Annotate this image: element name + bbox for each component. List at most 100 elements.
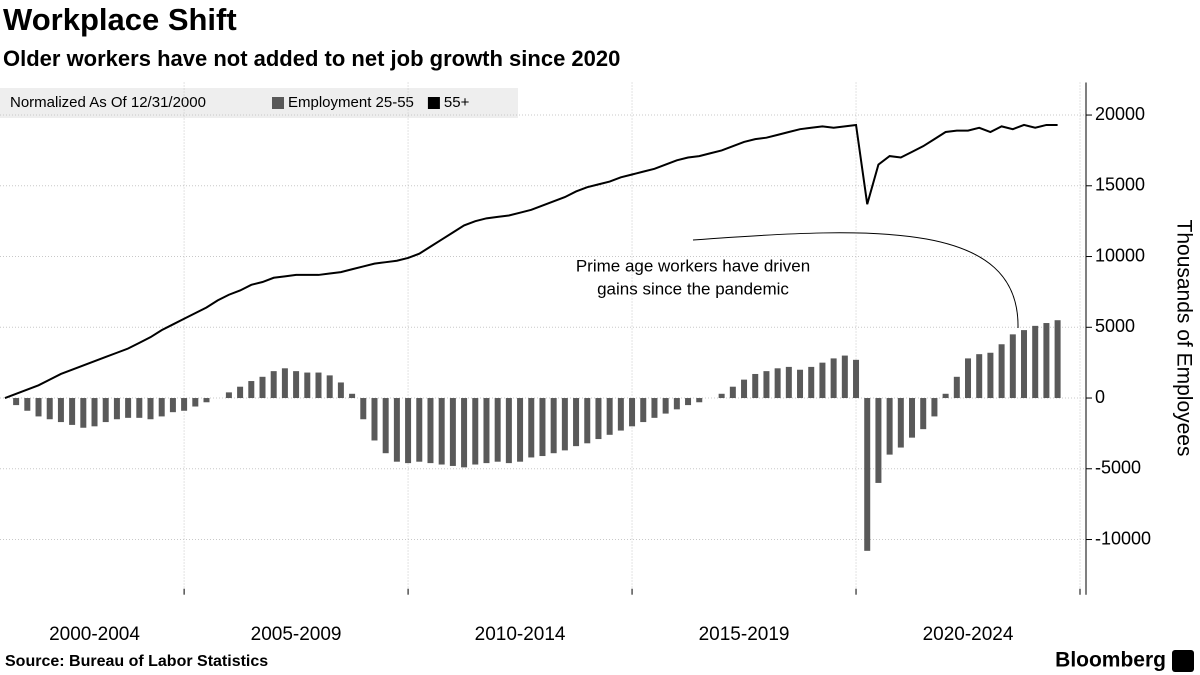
bar [113, 398, 120, 420]
bar [528, 398, 535, 458]
bar [617, 398, 624, 431]
bar [472, 398, 479, 465]
x-tick-label: 2005-2009 [251, 624, 342, 645]
bar [315, 372, 322, 399]
bar [931, 398, 938, 417]
annotation-arrow [692, 232, 1019, 329]
bar [382, 398, 389, 454]
y-tick-label: 20000 [1095, 104, 1145, 124]
x-tick-label: 2020-2024 [923, 624, 1014, 645]
bar [259, 376, 266, 399]
bar [125, 398, 132, 418]
y-tick-label: 15000 [1095, 175, 1145, 195]
bar [640, 398, 647, 423]
bar [875, 398, 882, 483]
bar [1021, 330, 1028, 399]
bar [505, 398, 512, 464]
bar [169, 398, 176, 413]
bar [830, 358, 837, 399]
bar [886, 398, 893, 455]
bar [225, 392, 232, 399]
annotation: Prime age workers have driven [576, 256, 810, 275]
x-tick-label: 2000-2004 [49, 624, 140, 645]
bar [102, 398, 109, 423]
bar [57, 398, 64, 423]
bar [147, 398, 154, 420]
bar [976, 354, 983, 399]
legend-label: 55+ [444, 94, 470, 111]
bar [91, 398, 98, 427]
brand: Bloomberg [1055, 649, 1166, 672]
bar [237, 386, 244, 399]
bar [561, 398, 568, 451]
bar [371, 398, 378, 441]
bar [942, 393, 949, 399]
bar [774, 368, 781, 399]
bar [517, 398, 524, 462]
x-tick-label: 2010-2014 [475, 624, 566, 645]
bar [998, 344, 1005, 399]
bar [69, 398, 76, 425]
source: Source: Bureau of Labor Statistics [5, 653, 268, 670]
bar [662, 398, 669, 414]
bar [819, 362, 826, 399]
x-tick-label: 2015-2019 [699, 624, 790, 645]
bar [349, 393, 356, 399]
bar [685, 398, 692, 406]
bar [987, 352, 994, 399]
bar [483, 398, 490, 464]
bar [438, 398, 445, 465]
bar [304, 372, 311, 399]
bar [136, 398, 143, 418]
bar [281, 368, 288, 399]
bar [1009, 334, 1016, 399]
bar [1054, 320, 1061, 399]
bar [897, 398, 904, 448]
bar [785, 366, 792, 399]
bar [606, 398, 613, 435]
bar [13, 398, 20, 406]
legend: Normalized As Of 12/31/2000 Employment 2… [10, 94, 470, 111]
y-axis-label: Thousands of Employees [1172, 220, 1195, 457]
bar [494, 398, 501, 462]
bar [427, 398, 434, 464]
bar [797, 369, 804, 399]
bar [1043, 323, 1050, 399]
bar [393, 398, 400, 462]
bar [920, 398, 927, 430]
bar [326, 375, 333, 399]
y-tick-label: -5000 [1095, 458, 1141, 478]
bar [24, 398, 31, 411]
bar [696, 398, 703, 403]
chart-subtitle: Older workers have not added to net job … [3, 46, 620, 71]
bar [181, 398, 188, 411]
bar [752, 373, 759, 399]
legend-swatch [272, 97, 284, 109]
bar [416, 398, 423, 462]
bar [270, 371, 277, 399]
y-tick-label: 5000 [1095, 316, 1135, 336]
bar [203, 398, 210, 403]
y-tick-label: 10000 [1095, 245, 1145, 265]
bar [360, 398, 367, 420]
bar [808, 366, 815, 399]
legend-label: Employment 25-55 [288, 94, 414, 111]
annotation: gains since the pandemic [597, 279, 789, 298]
bar [573, 398, 580, 447]
bar [1032, 325, 1039, 399]
bar [729, 386, 736, 399]
bar [158, 398, 165, 417]
chart-title: Workplace Shift [3, 2, 237, 37]
bar [80, 398, 87, 428]
legend-swatch [427, 97, 440, 109]
y-tick-label: -10000 [1095, 528, 1151, 548]
bar [449, 398, 456, 466]
bar [337, 382, 344, 399]
bar [46, 398, 53, 420]
bar [718, 393, 725, 399]
bar [841, 355, 848, 399]
bar [651, 398, 658, 418]
line [4, 123, 1058, 399]
bar [953, 376, 960, 399]
